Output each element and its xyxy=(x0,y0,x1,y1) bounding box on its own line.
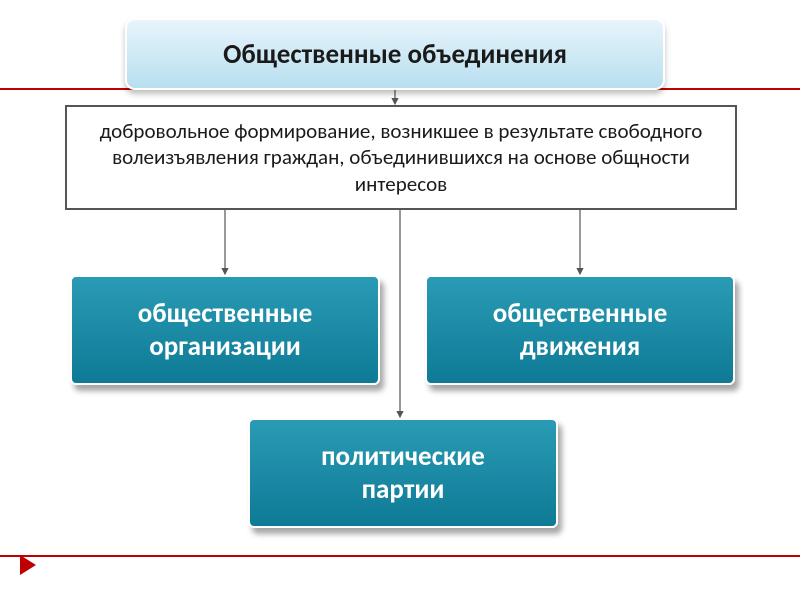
slide-next-pointer xyxy=(20,555,36,575)
category-line1: политические xyxy=(321,440,485,473)
category-line2: партии xyxy=(321,473,485,506)
category-line2: движения xyxy=(493,330,668,363)
definition-text: добровольное формирование, возникшее в р… xyxy=(67,110,735,205)
title-text: Общественные объединения xyxy=(223,38,567,71)
bottom-divider xyxy=(0,555,800,557)
diagram-stage: Общественные объединения добровольное фо… xyxy=(0,0,800,600)
title-box: Общественные объединения xyxy=(125,18,665,90)
category-box-part: политическиепартии xyxy=(248,418,558,528)
category-box-org: общественныеорганизации xyxy=(70,275,380,385)
category-line1: общественные xyxy=(138,297,313,330)
definition-box: добровольное формирование, возникшее в р… xyxy=(65,105,737,210)
category-line2: организации xyxy=(138,330,313,363)
category-line1: общественные xyxy=(493,297,668,330)
category-box-mov: общественныедвижения xyxy=(425,275,735,385)
